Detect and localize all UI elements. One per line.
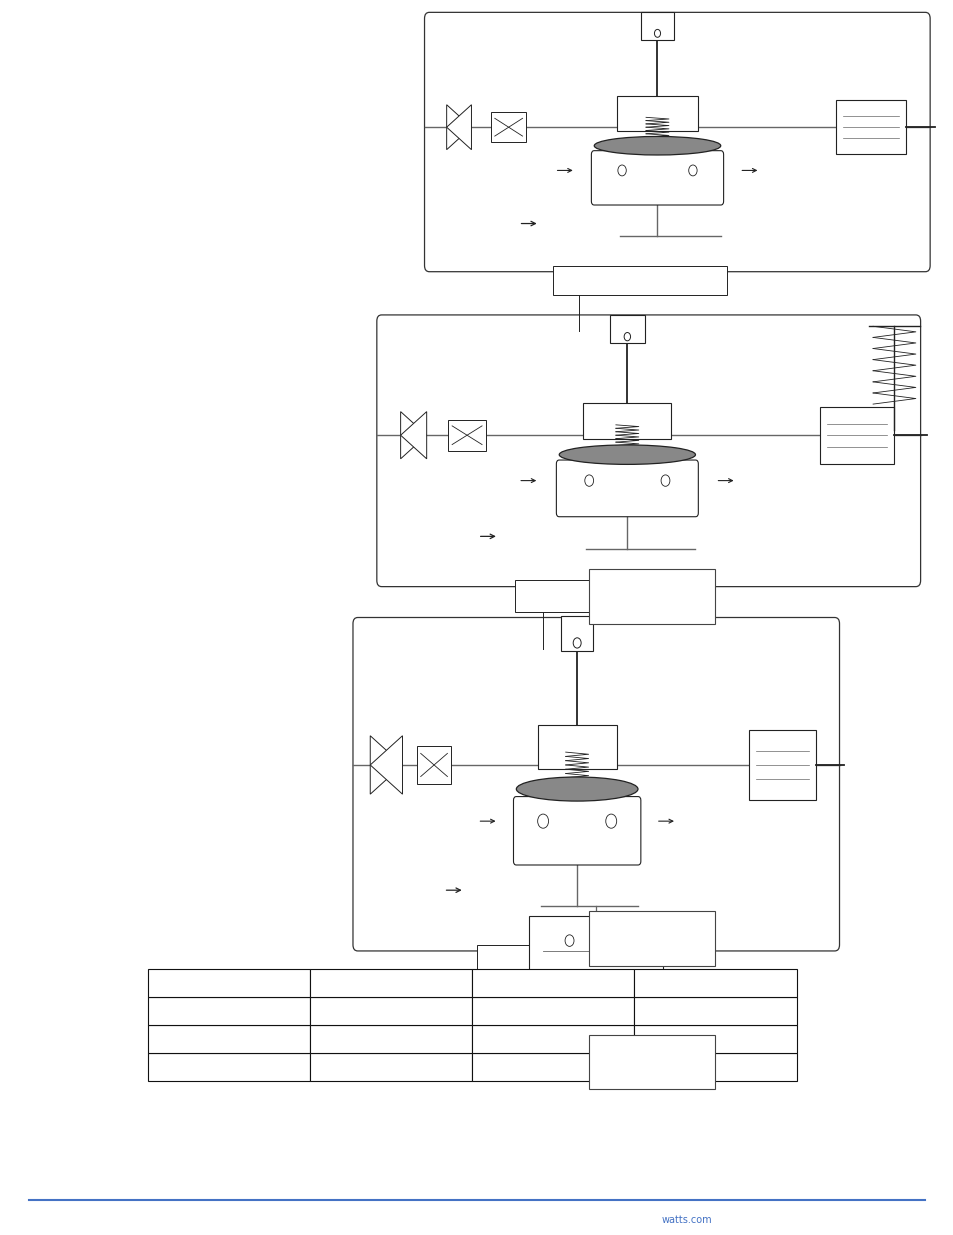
Bar [416,746,451,784]
Polygon shape [370,736,402,794]
Bar [148,998,310,1025]
Bar [148,1025,310,1052]
Circle shape [564,935,574,946]
FancyBboxPatch shape [513,797,640,864]
Bar [537,725,616,769]
Circle shape [660,475,669,487]
Bar [560,616,592,651]
Bar [491,112,525,142]
Bar [515,580,701,611]
Bar [835,100,904,154]
Circle shape [654,30,659,37]
Ellipse shape [558,445,695,464]
Polygon shape [400,411,426,459]
Bar [310,969,472,998]
Polygon shape [446,105,471,149]
Bar [529,916,662,987]
Bar [310,998,472,1025]
Bar [472,969,634,998]
FancyBboxPatch shape [376,315,920,587]
Bar [310,1052,472,1081]
Text: watts.com: watts.com [660,1215,712,1225]
Bar [634,1052,796,1081]
Ellipse shape [594,137,720,156]
Bar [588,569,714,624]
Polygon shape [370,736,402,794]
Bar [553,266,726,295]
Bar [582,403,671,438]
Bar [634,969,796,998]
Bar [616,96,698,131]
Bar [148,1052,310,1081]
Bar [819,406,894,464]
Circle shape [618,165,625,175]
Bar [588,1035,714,1089]
Bar [472,1025,634,1052]
Bar [448,420,485,451]
Bar [640,12,673,40]
Circle shape [537,814,548,829]
Bar [634,1025,796,1052]
Ellipse shape [516,777,638,802]
Circle shape [605,814,616,829]
Circle shape [573,637,580,648]
Circle shape [623,332,630,341]
FancyBboxPatch shape [424,12,929,272]
FancyBboxPatch shape [591,151,722,205]
Circle shape [584,475,593,487]
Circle shape [688,165,697,175]
Bar [748,730,815,800]
Bar [588,911,714,966]
Polygon shape [446,105,471,149]
Bar [472,998,634,1025]
Bar [476,945,643,983]
Bar [148,969,310,998]
Polygon shape [400,411,426,459]
Bar [472,1052,634,1081]
FancyBboxPatch shape [353,618,839,951]
Bar [634,998,796,1025]
Bar [310,1025,472,1052]
Bar [609,315,644,343]
FancyBboxPatch shape [556,461,698,516]
Circle shape [618,935,627,946]
